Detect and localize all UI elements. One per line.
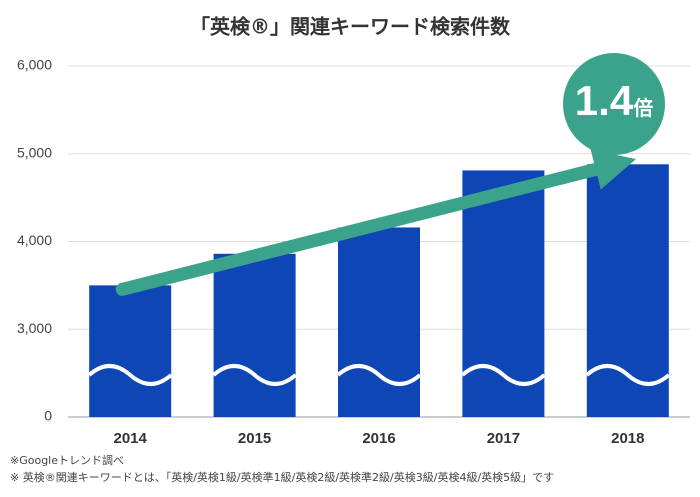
y-tick-label: 5,000	[17, 144, 52, 160]
axis-break-wave	[87, 364, 173, 386]
axis-break-wave	[461, 364, 546, 386]
y-tick-label: 4,000	[17, 232, 52, 248]
note: ※ 英検®関連キーワードとは、「英検/英検1級/英検準1級/英検2級/英検準2級…	[10, 470, 554, 484]
trend-arrow	[115, 149, 636, 296]
x-tick-label: 2016	[362, 430, 395, 447]
y-tick-label: 3,000	[17, 320, 52, 336]
note: ※Googleトレンド調べ	[10, 453, 124, 467]
axis-break-wave	[585, 364, 671, 386]
bar	[338, 227, 420, 417]
axis-break-wave	[212, 364, 297, 386]
bar	[462, 170, 545, 417]
axis-break-wave	[336, 364, 422, 386]
badge	[563, 53, 665, 155]
x-tick-label: 2018	[611, 430, 644, 447]
badge-unit: 倍	[633, 96, 653, 120]
x-tick-label: 2017	[487, 430, 520, 447]
chart-title: 「英検®」関連キーワード検索件数	[190, 15, 511, 39]
x-tick-label: 2015	[238, 430, 271, 447]
badge-text: 1.4倍	[575, 77, 653, 124]
bar	[586, 164, 669, 417]
badge-value: 1.4	[575, 77, 634, 124]
bar	[213, 253, 296, 417]
y-tick-label: 0	[44, 408, 52, 424]
x-tick-label: 2014	[114, 430, 148, 447]
bar	[89, 285, 172, 417]
y-tick-label: 6,000	[17, 57, 52, 73]
